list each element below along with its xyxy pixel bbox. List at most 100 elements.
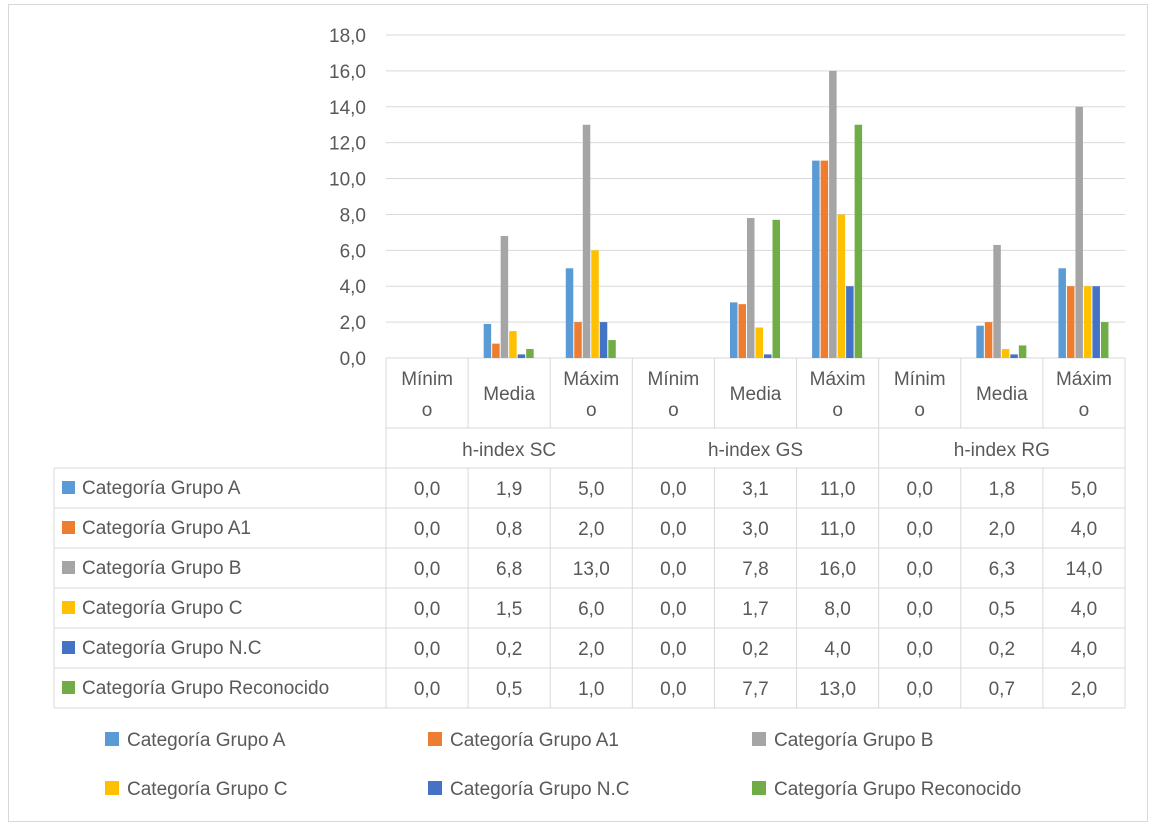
bar [846,286,854,358]
bar [599,322,608,358]
bar [820,160,829,358]
bar [837,214,846,358]
table-series-label: Categoría Grupo Reconocido [82,678,329,699]
bar [1066,286,1075,358]
table-value: 3,1 [742,479,768,500]
bar [582,124,591,358]
table-value: 7,7 [742,679,768,700]
table-value: 0,0 [907,599,933,620]
bar [608,340,616,358]
bar [1018,345,1027,358]
table-legend-key [62,521,75,534]
table-value: 0,0 [660,559,686,580]
table-value: 5,0 [578,479,604,500]
legend-label: Categoría Grupo C [127,779,288,800]
table-value: 5,0 [1071,479,1097,500]
y-tick-label: 2,0 [340,313,366,334]
legend-label: Categoría Grupo B [774,730,933,751]
y-tick-label: 12,0 [329,134,366,155]
category-label: o [586,400,597,421]
table-value: 4,0 [1071,639,1097,660]
table-value: 2,0 [578,639,604,660]
category-label: Media [976,384,1028,405]
legend-label: Categoría Grupo Reconocido [774,779,1021,800]
table-value: 0,0 [414,639,440,660]
y-tick-label: 18,0 [329,26,366,47]
table-legend-key [62,681,75,694]
bar [517,354,526,358]
bar [812,160,820,358]
bar [1058,268,1066,358]
table-value: 0,5 [496,679,522,700]
table-value: 4,0 [1071,519,1097,540]
table-value: 2,0 [989,519,1015,540]
bar [1100,322,1109,358]
table-value: 1,9 [496,479,522,500]
table-value: 0,0 [660,679,686,700]
table-value: 0,0 [660,519,686,540]
table-value: 0,5 [989,599,1015,620]
y-tick-label: 0,0 [340,349,366,370]
table-legend-key [62,561,75,574]
category-label: o [832,400,843,421]
legend-label: Categoría Grupo A1 [450,730,619,751]
category-label: o [914,400,925,421]
bar [1083,286,1092,358]
table-value: 4,0 [824,639,850,660]
table-value: 13,0 [819,679,856,700]
table-value: 0,0 [907,679,933,700]
table-value: 0,0 [414,599,440,620]
category-label: Mínim [648,369,700,390]
group-label: h-index SC [462,440,556,461]
bar [1001,349,1010,358]
table-value: 0,0 [414,679,440,700]
table-value: 0,0 [907,639,933,660]
table-value: 2,0 [1071,679,1097,700]
category-label: o [422,400,433,421]
bar [738,304,746,358]
table-value: 6,3 [989,559,1015,580]
table-value: 0,0 [660,639,686,660]
bar [984,322,993,358]
table-series-label: Categoría Grupo N.C [82,638,262,659]
bar [574,322,582,358]
bar [1075,106,1083,359]
table-value: 0,0 [660,479,686,500]
table-value: 7,8 [742,559,768,580]
category-label: o [1079,400,1090,421]
table-value: 0,0 [907,519,933,540]
bar [1010,354,1018,358]
bar [526,349,534,358]
group-label: h-index GS [708,440,803,461]
table-value: 1,5 [496,599,522,620]
table-value: 0,0 [907,479,933,500]
bar [500,235,509,358]
table-value: 1,8 [989,479,1015,500]
bar [993,244,1001,358]
legend-key [428,781,442,795]
bar [747,218,755,358]
table-legend-key [62,601,75,614]
table-value: 0,2 [742,639,768,660]
category-label: Mínim [401,369,453,390]
bar [730,302,738,358]
legend-key [105,781,119,795]
table-value: 11,0 [820,479,856,500]
bar [764,354,772,358]
y-tick-label: 16,0 [329,62,366,83]
category-label: Máxim [810,369,866,390]
category-label: o [668,400,679,421]
table-legend-key [62,481,75,494]
legend-label: Categoría Grupo N.C [450,779,630,800]
bar [772,219,780,358]
legend-key [752,732,766,746]
legend-key [105,732,119,746]
table-value: 14,0 [1065,559,1102,580]
category-label: Máxim [1056,369,1112,390]
table-value: 11,0 [820,519,856,540]
bar [854,124,863,358]
table-value: 0,8 [496,519,522,540]
group-label: h-index RG [954,440,1050,461]
category-label: Mínim [894,369,946,390]
y-tick-label: 4,0 [340,277,366,298]
